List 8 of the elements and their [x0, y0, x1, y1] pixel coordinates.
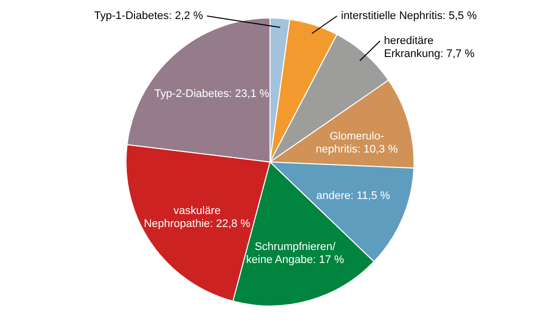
slice-label: Typ-1-Diabetes: 2,2 %: [94, 10, 204, 22]
slice-label: Glomerulo- nephritis: 10,3 %: [316, 130, 398, 156]
slice-label: andere: 11,5 %: [316, 190, 390, 202]
slice-label: vaskuläre Nephropathie: 22,8 %: [144, 205, 250, 230]
slice-label: hereditäre Erkrankung: 7,7 %: [384, 35, 475, 60]
slice-label: interstitielle Nephritis: 5,5 %: [341, 10, 477, 22]
slice-label: Schrumpfnieren/ keine Angabe: 17 %: [246, 240, 344, 266]
slice-label: Typ-2-Diabetes: 23,1 %: [154, 88, 270, 100]
